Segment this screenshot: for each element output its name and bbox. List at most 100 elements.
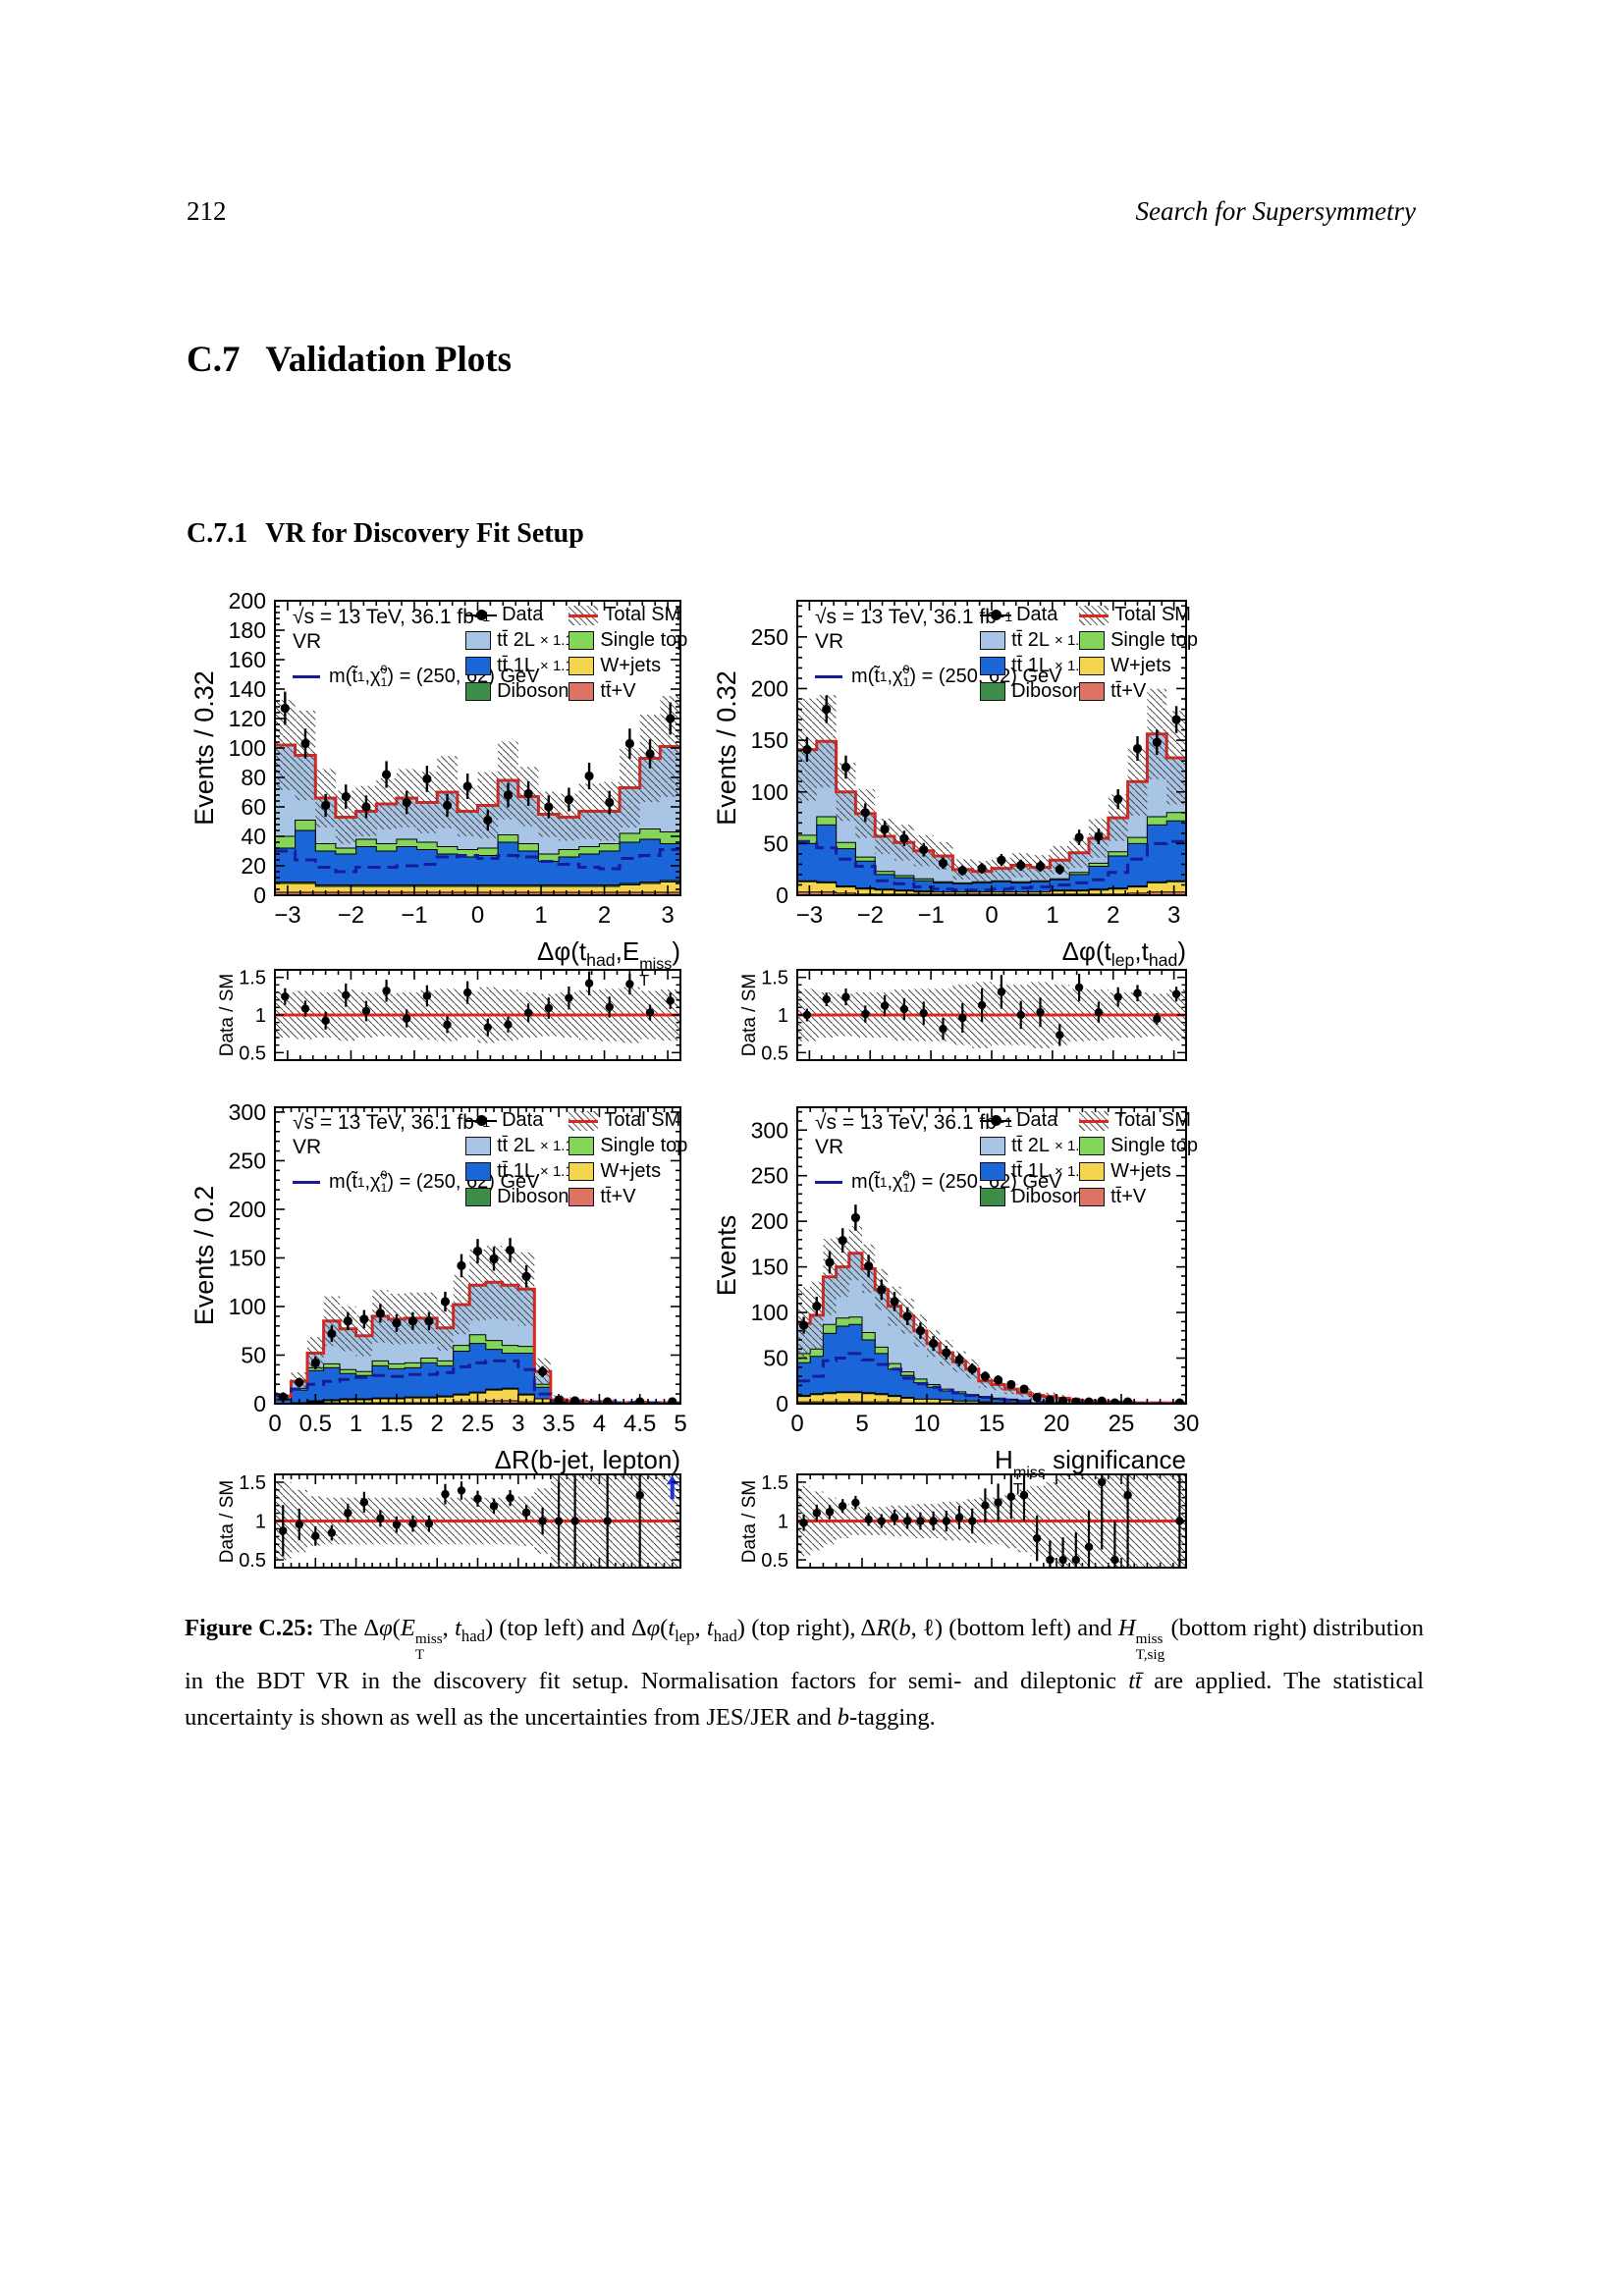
diboson-swatch — [465, 1188, 492, 1206]
data-marker-swatch — [465, 606, 498, 625]
ratio-panel — [797, 973, 1186, 1048]
legend-label: tt̄ 2L — [1011, 629, 1051, 651]
legend-label: tt̄ 2L — [1011, 1135, 1051, 1156]
legend-entry: Data — [980, 604, 1057, 626]
svg-text:120: 120 — [229, 706, 266, 731]
tt1L-swatch — [980, 1162, 1006, 1181]
svg-text:20: 20 — [1044, 1411, 1070, 1437]
svg-text:1: 1 — [350, 1411, 362, 1437]
legend-label: Data — [502, 604, 544, 625]
legend-entry: Single top — [568, 1135, 687, 1157]
legend-entry: Total SM — [1079, 604, 1191, 626]
svg-text:25: 25 — [1109, 1411, 1135, 1437]
tt2L-swatch — [980, 631, 1006, 650]
legend-label: W+jets — [600, 1160, 662, 1182]
main-panel — [797, 688, 1186, 895]
legend-entry: Data — [465, 604, 543, 626]
svg-text:0: 0 — [253, 1391, 266, 1416]
svg-text:0: 0 — [776, 1391, 788, 1416]
tt1L-swatch — [465, 657, 492, 675]
subsection-label: C.7.1 — [187, 518, 248, 549]
y-axis-title: Events / 0.2 — [189, 1185, 219, 1326]
main-panel — [797, 1204, 1186, 1404]
svg-text:60: 60 — [241, 794, 266, 820]
svg-text:0: 0 — [268, 1411, 281, 1437]
svg-text:50: 50 — [763, 1346, 788, 1371]
svg-text:20: 20 — [241, 853, 266, 879]
uncertainty-band — [275, 1246, 680, 1404]
legend-entry: W+jets — [568, 655, 661, 677]
energy-luminosity-label: √s = 13 TeV, 36.1 fb−1 — [293, 606, 490, 628]
legend-label: Data — [502, 1109, 544, 1131]
legend-entry: tt̄ 2L × 1.16 — [465, 629, 581, 652]
main-panel — [275, 1238, 680, 1404]
legend-entry: Diboson — [980, 680, 1084, 703]
svg-text:1.5: 1.5 — [380, 1411, 412, 1437]
legend-entry: Data — [980, 1109, 1057, 1132]
singletop-swatch — [1079, 1137, 1106, 1155]
svg-text:1: 1 — [255, 1005, 266, 1027]
legend-label: Single top — [600, 629, 688, 651]
svg-text:1: 1 — [1046, 902, 1058, 929]
svg-text:1: 1 — [778, 1512, 788, 1533]
legend-entry: Total SM — [568, 604, 680, 626]
ratio-axes: 0.5 1 1.5 — [761, 1472, 1187, 1572]
svg-text:0: 0 — [790, 1411, 803, 1437]
svg-text:250: 250 — [229, 1148, 266, 1174]
svg-text:−1: −1 — [917, 902, 944, 929]
svg-text:180: 180 — [229, 617, 266, 643]
legend-entry: Diboson — [980, 1186, 1084, 1208]
svg-text:150: 150 — [751, 1255, 788, 1280]
subsection-title: VR for Discovery Fit Setup — [265, 518, 584, 549]
legend-entry: Diboson — [465, 1186, 569, 1208]
svg-text:5: 5 — [855, 1411, 868, 1437]
signal-line — [275, 1359, 680, 1404]
svg-text:3: 3 — [661, 902, 674, 929]
svg-text:30: 30 — [1173, 1411, 1200, 1437]
section-label: C.7 — [187, 340, 241, 380]
total-sm-swatch — [568, 605, 599, 625]
y-axis-title: Events / 0.32 — [712, 670, 741, 826]
x-axis-title: Δφ(tlep,thad) — [1061, 936, 1186, 971]
legend-entry: Single top — [1079, 1135, 1198, 1157]
legend-label: Diboson — [1011, 1186, 1084, 1207]
tt1L-swatch — [465, 1162, 492, 1181]
x-axis-title: Δφ(thad,E miss T) — [537, 936, 680, 989]
svg-text:200: 200 — [751, 1208, 788, 1234]
svg-text:4: 4 — [593, 1411, 606, 1437]
legend-entry: tt̄+V — [1079, 1186, 1146, 1208]
diboson-swatch — [980, 1188, 1006, 1206]
legend-label: tt̄+V — [600, 680, 636, 702]
svg-text:−1: −1 — [401, 902, 427, 929]
legend-entry: Total SM — [568, 1109, 680, 1132]
svg-text:1.5: 1.5 — [761, 1472, 788, 1494]
ratio-axes: 0.5 1 1.5 — [761, 968, 1187, 1064]
svg-text:200: 200 — [229, 1197, 266, 1222]
page-number: 212 — [187, 196, 227, 226]
figure-caption: Figure C.25: The Δφ(E miss T, thad) (top l… — [185, 1615, 1425, 1732]
legend-label: tt̄+V — [1110, 680, 1147, 702]
signal-line — [275, 848, 680, 874]
svg-text:3.5: 3.5 — [542, 1411, 574, 1437]
signal-legend: m(t̃ 1 ,χ̃ 0 1) = (250, 62) GeV — [815, 1168, 1062, 1195]
tt1L-swatch — [980, 657, 1006, 675]
legend-label: tt̄ 1L — [497, 655, 536, 676]
data-marker-swatch — [980, 606, 1012, 625]
singletop-swatch — [568, 1137, 595, 1155]
legend-entry: Total SM — [1079, 1109, 1191, 1132]
legend-label: tt̄ 2L — [497, 629, 536, 651]
running-title: Search for Supersymmetry — [1135, 196, 1416, 226]
svg-text:200: 200 — [751, 676, 788, 702]
region-label: VR — [815, 1136, 844, 1158]
stack-wjets — [797, 1392, 1186, 1404]
ratio-axes: 0.5 1 1.5 — [239, 968, 681, 1064]
wjets-swatch — [1079, 657, 1106, 675]
svg-text:150: 150 — [229, 1246, 266, 1271]
legend-label: Data — [1016, 604, 1058, 625]
legend-label: Data — [1016, 1109, 1058, 1131]
svg-text:1.5: 1.5 — [761, 968, 788, 989]
svg-text:3: 3 — [512, 1411, 524, 1437]
